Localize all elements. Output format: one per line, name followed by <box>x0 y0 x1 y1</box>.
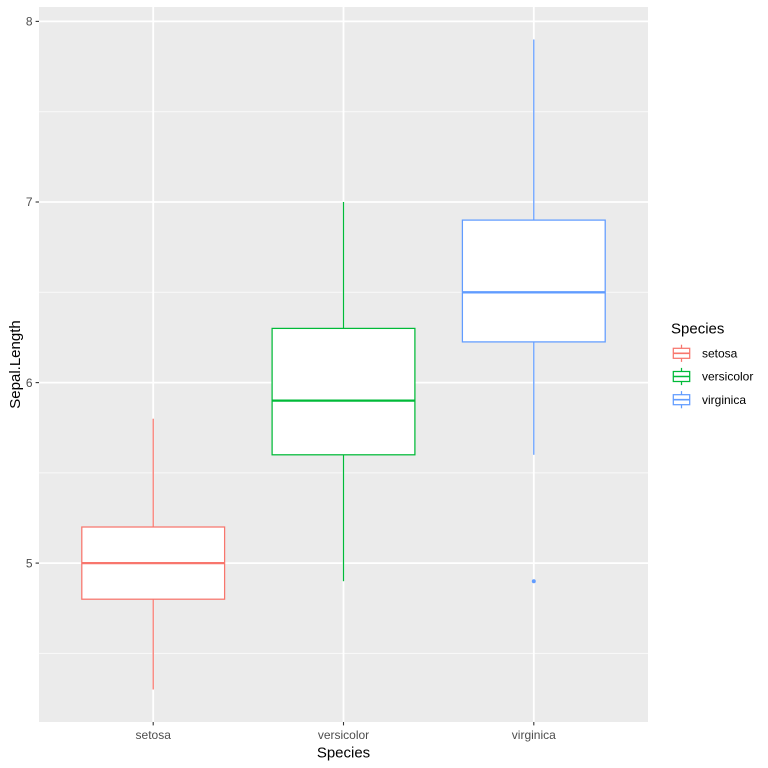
svg-text:versicolor: versicolor <box>318 728 369 742</box>
svg-text:Species: Species <box>671 320 724 337</box>
svg-text:5: 5 <box>26 556 33 570</box>
svg-text:versicolor: versicolor <box>702 370 753 384</box>
svg-text:virginica: virginica <box>702 393 746 407</box>
svg-text:Species: Species <box>317 745 370 762</box>
svg-text:setosa: setosa <box>702 347 738 361</box>
svg-text:virginica: virginica <box>512 728 556 742</box>
svg-text:8: 8 <box>26 15 33 29</box>
svg-text:7: 7 <box>26 195 33 209</box>
svg-text:Sepal.Length: Sepal.Length <box>7 320 24 408</box>
svg-text:setosa: setosa <box>136 728 172 742</box>
svg-text:6: 6 <box>26 376 33 390</box>
